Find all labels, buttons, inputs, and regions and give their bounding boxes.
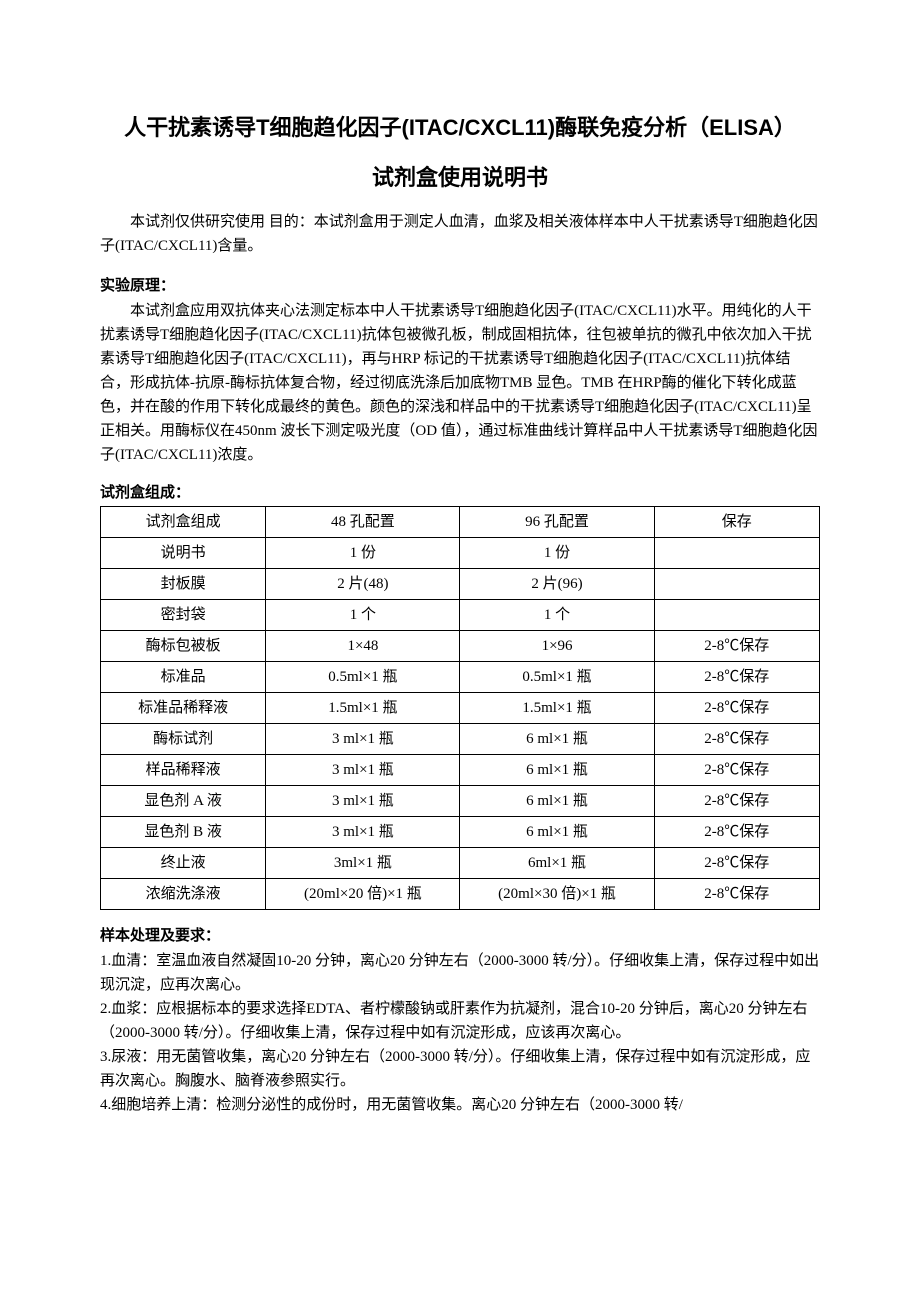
table-cell: 2 片(96) [460,569,654,600]
table-cell: 样品稀释液 [101,755,266,786]
table-cell: 2-8℃保存 [654,631,819,662]
table-cell: 1 个 [266,600,460,631]
table-cell: 3 ml×1 瓶 [266,755,460,786]
table-cell: 浓缩洗涤液 [101,879,266,910]
table-cell: 封板膜 [101,569,266,600]
sample-requirement-item: 2.血浆：应根据标本的要求选择EDTA、者柠檬酸钠或肝素作为抗凝剂，混合10-2… [100,997,820,1045]
section-heading-kit: 试剂盒组成： [100,481,820,502]
document-page: 人干扰素诱导T细胞趋化因子(ITAC/CXCL11)酶联免疫分析（ELISA） … [0,0,920,1302]
sample-requirement-item: 4.细胞培养上清：检测分泌性的成份时，用无菌管收集。离心20 分钟左右（2000… [100,1093,820,1117]
table-cell: 1 个 [460,600,654,631]
table-cell: 酶标试剂 [101,724,266,755]
table-cell: 显色剂 B 液 [101,817,266,848]
table-cell: 标准品 [101,662,266,693]
table-header-cell: 48 孔配置 [266,507,460,538]
table-row: 酶标包被板1×481×962-8℃保存 [101,631,820,662]
table-cell: 2-8℃保存 [654,848,819,879]
sample-requirement-item: 1.血清：室温血液自然凝固10-20 分钟，离心20 分钟左右（2000-300… [100,949,820,997]
table-row: 终止液3ml×1 瓶6ml×1 瓶2-8℃保存 [101,848,820,879]
table-row: 浓缩洗涤液(20ml×20 倍)×1 瓶(20ml×30 倍)×1 瓶2-8℃保… [101,879,820,910]
table-cell [654,600,819,631]
table-cell: 6 ml×1 瓶 [460,786,654,817]
section-heading-sample: 样本处理及要求： [100,924,820,945]
table-cell: 标准品稀释液 [101,693,266,724]
table-row: 标准品0.5ml×1 瓶0.5ml×1 瓶2-8℃保存 [101,662,820,693]
table-row: 显色剂 B 液3 ml×1 瓶6 ml×1 瓶2-8℃保存 [101,817,820,848]
table-row: 样品稀释液3 ml×1 瓶6 ml×1 瓶2-8℃保存 [101,755,820,786]
table-row: 酶标试剂3 ml×1 瓶6 ml×1 瓶2-8℃保存 [101,724,820,755]
table-cell: 0.5ml×1 瓶 [266,662,460,693]
table-cell: 6 ml×1 瓶 [460,724,654,755]
table-cell: 2-8℃保存 [654,817,819,848]
table-cell: 2-8℃保存 [654,662,819,693]
table-row: 密封袋1 个1 个 [101,600,820,631]
table-cell: 3 ml×1 瓶 [266,817,460,848]
table-cell [654,538,819,569]
intro-paragraph: 本试剂仅供研究使用 目的：本试剂盒用于测定人血清，血浆及相关液体样本中人干扰素诱… [100,210,820,258]
table-cell: 6ml×1 瓶 [460,848,654,879]
table-header-row: 试剂盒组成 48 孔配置 96 孔配置 保存 [101,507,820,538]
kit-composition-table: 试剂盒组成 48 孔配置 96 孔配置 保存 说明书1 份1 份封板膜2 片(4… [100,506,820,910]
table-row: 说明书1 份1 份 [101,538,820,569]
table-cell: 6 ml×1 瓶 [460,817,654,848]
table-cell [654,569,819,600]
table-cell: 酶标包被板 [101,631,266,662]
table-cell: 1 份 [460,538,654,569]
sample-requirements-list: 1.血清：室温血液自然凝固10-20 分钟，离心20 分钟左右（2000-300… [100,949,820,1117]
sample-requirement-item: 3.尿液：用无菌管收集，离心20 分钟左右（2000-3000 转/分）。仔细收… [100,1045,820,1093]
document-title-line2: 试剂盒使用说明书 [100,160,820,192]
table-cell: 2-8℃保存 [654,755,819,786]
table-cell: 2-8℃保存 [654,724,819,755]
document-title-line1: 人干扰素诱导T细胞趋化因子(ITAC/CXCL11)酶联免疫分析（ELISA） [100,110,820,142]
table-cell: 2 片(48) [266,569,460,600]
table-header-cell: 试剂盒组成 [101,507,266,538]
table-cell: 1×48 [266,631,460,662]
table-cell: 2-8℃保存 [654,879,819,910]
table-cell: 1×96 [460,631,654,662]
section-heading-principle: 实验原理： [100,274,820,295]
table-header-cell: 保存 [654,507,819,538]
principle-paragraph: 本试剂盒应用双抗体夹心法测定标本中人干扰素诱导T细胞趋化因子(ITAC/CXCL… [100,299,820,467]
table-cell: 3ml×1 瓶 [266,848,460,879]
table-cell: 密封袋 [101,600,266,631]
table-cell: (20ml×30 倍)×1 瓶 [460,879,654,910]
table-cell: 1.5ml×1 瓶 [460,693,654,724]
table-cell: 2-8℃保存 [654,693,819,724]
table-row: 标准品稀释液1.5ml×1 瓶1.5ml×1 瓶2-8℃保存 [101,693,820,724]
table-cell: 1 份 [266,538,460,569]
table-cell: 3 ml×1 瓶 [266,724,460,755]
table-cell: 终止液 [101,848,266,879]
table-row: 封板膜2 片(48)2 片(96) [101,569,820,600]
table-header-cell: 96 孔配置 [460,507,654,538]
table-cell: 显色剂 A 液 [101,786,266,817]
table-cell: 3 ml×1 瓶 [266,786,460,817]
table-row: 显色剂 A 液3 ml×1 瓶6 ml×1 瓶2-8℃保存 [101,786,820,817]
table-cell: 0.5ml×1 瓶 [460,662,654,693]
table-cell: 1.5ml×1 瓶 [266,693,460,724]
table-cell: 说明书 [101,538,266,569]
table-cell: (20ml×20 倍)×1 瓶 [266,879,460,910]
table-cell: 6 ml×1 瓶 [460,755,654,786]
table-cell: 2-8℃保存 [654,786,819,817]
